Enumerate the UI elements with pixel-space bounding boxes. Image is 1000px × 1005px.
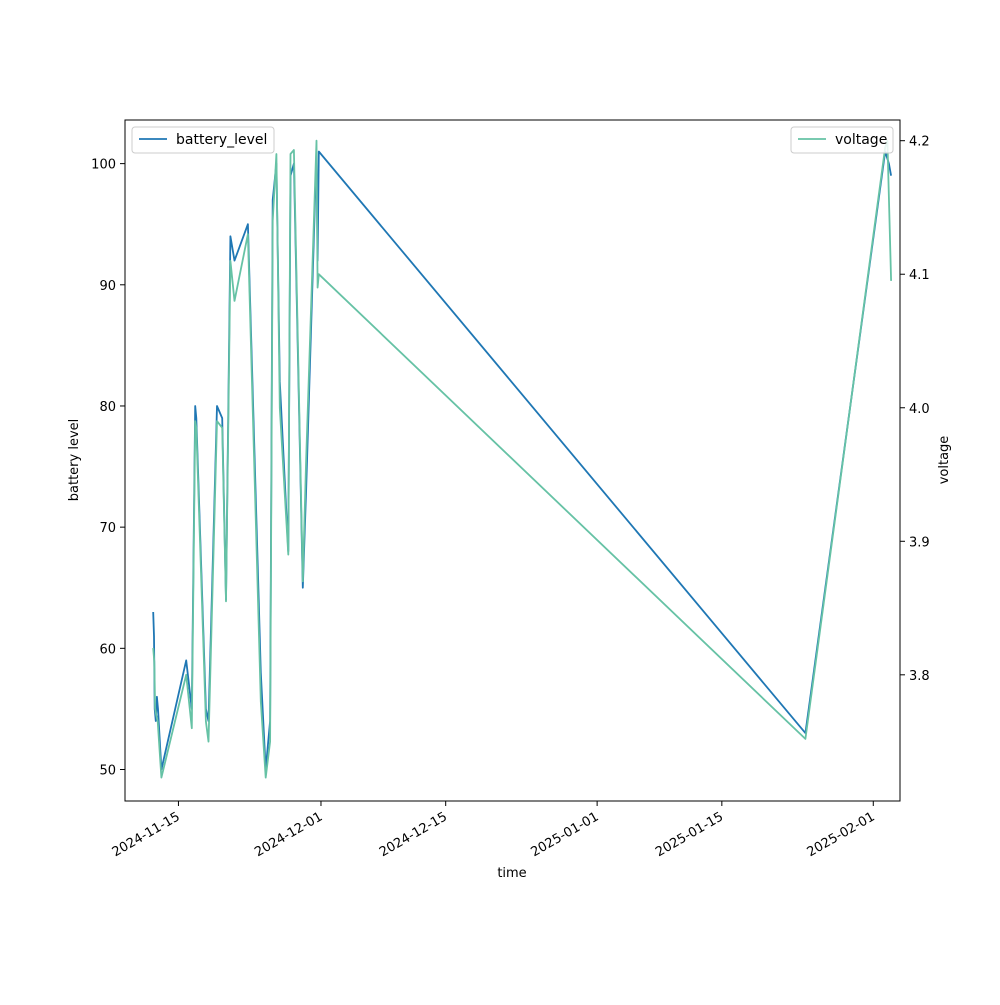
- y-left-tick-label: 70: [99, 521, 116, 536]
- legend-label: battery_level: [176, 132, 267, 148]
- legend-box: [131, 126, 275, 154]
- axes: 2024-11-15 2024-12-01 2024-12-15 2025-01-01…: [91, 135, 930, 860]
- x-tick-label: 2025-01-15: [653, 809, 726, 860]
- y-left-tick-label: 100: [91, 158, 116, 173]
- series-line-voltage: [152, 139, 892, 779]
- y-left-tick-label: 90: [99, 279, 116, 294]
- x-tick-label: 2025-01-01: [528, 809, 601, 860]
- legend-label: voltage: [835, 132, 887, 148]
- legend-battery-level: battery_level: [131, 126, 275, 154]
- x-tick-label: 2024-11-15: [110, 809, 183, 860]
- y-right-tick-label: 4.0: [909, 402, 930, 417]
- y-right-tick-label: 3.8: [909, 669, 930, 684]
- y-axis-right-label: voltage: [937, 436, 952, 485]
- legend-box: [790, 126, 894, 154]
- series-line-battery-level: [152, 150, 892, 771]
- y-left-tick-label: 50: [99, 763, 116, 778]
- y-right-tick-label: 3.9: [909, 535, 930, 550]
- y-axis-left-label: battery level: [67, 419, 82, 502]
- y-left-tick-label: 60: [99, 642, 116, 657]
- legend-voltage: voltage: [790, 126, 894, 154]
- series-lines: [152, 139, 892, 779]
- plot-frame: [124, 119, 901, 802]
- y-right-tick-label: 4.1: [909, 268, 930, 283]
- x-tick-label: 2024-12-15: [377, 809, 450, 860]
- x-axis-label: time: [497, 866, 526, 881]
- x-tick-label: 2024-12-01: [252, 809, 325, 860]
- x-tick-label: 2025-02-01: [805, 809, 878, 860]
- y-right-tick-label: 4.2: [909, 135, 930, 150]
- y-left-tick-label: 80: [99, 400, 116, 415]
